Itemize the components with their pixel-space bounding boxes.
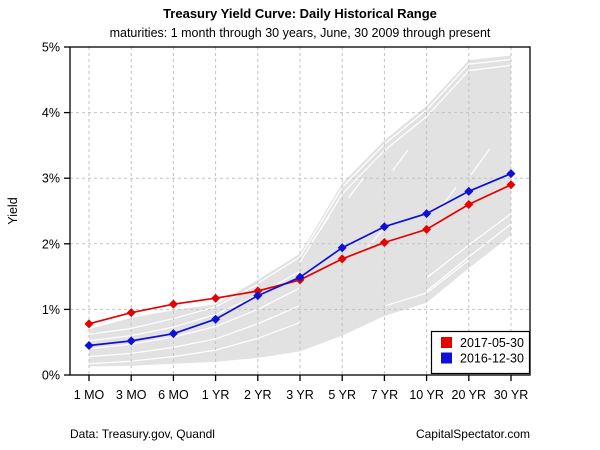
chart-subtitle: maturities: 1 month through 30 years, Ju… bbox=[109, 26, 491, 40]
x-tick-label: 30 YR bbox=[494, 388, 529, 402]
band-streak bbox=[88, 304, 301, 358]
x-tick-label: 10 YR bbox=[409, 388, 444, 402]
data-point-2017-05-30-6 MO bbox=[168, 299, 178, 309]
band-streak bbox=[348, 177, 364, 199]
band-streak bbox=[88, 270, 301, 342]
band-streak bbox=[312, 215, 330, 241]
x-tick-label: 2 YR bbox=[244, 388, 272, 402]
data-point-2016-12-30-10 YR bbox=[422, 209, 432, 219]
data-point-2017-05-30-20 YR bbox=[464, 199, 474, 209]
legend-item-2017-05-30: 2017-05-30 bbox=[441, 336, 524, 350]
data-point-2017-05-30-10 YR bbox=[422, 224, 432, 234]
data-point-2016-12-30-2 YR bbox=[253, 291, 263, 301]
x-tick-label: 6 MO bbox=[158, 388, 189, 402]
band-streak bbox=[367, 230, 383, 248]
x-tick-label: 20 YR bbox=[452, 388, 487, 402]
data-point-2016-12-30-5 YR bbox=[337, 243, 347, 253]
data-point-2016-12-30-3 YR bbox=[295, 272, 305, 282]
y-tick-label: 2% bbox=[42, 237, 60, 251]
y-tick-label: 1% bbox=[42, 303, 60, 317]
x-tick-label: 5 YR bbox=[328, 388, 356, 402]
band-streak bbox=[470, 148, 491, 176]
legend-swatch-2017-05-30 bbox=[441, 337, 452, 348]
gridlines bbox=[70, 47, 530, 375]
chart-title: Treasury Yield Curve: Daily Historical R… bbox=[163, 6, 437, 21]
data-point-2016-12-30-30 YR bbox=[506, 169, 516, 179]
x-tick-label: 1 MO bbox=[74, 388, 105, 402]
y-axis-title: Yield bbox=[6, 197, 20, 224]
band-streak bbox=[299, 64, 512, 263]
x-tick-label: 1 YR bbox=[202, 388, 230, 402]
data-point-2017-05-30-30 YR bbox=[506, 180, 516, 190]
data-point-2016-12-30-3 MO bbox=[126, 336, 136, 346]
series-2016-12-30 bbox=[84, 169, 516, 350]
y-tick-label: 5% bbox=[42, 41, 60, 55]
data-point-2016-12-30-7 YR bbox=[379, 222, 389, 232]
legend-label-2017-05-30: 2017-05-30 bbox=[460, 336, 524, 350]
y-tick-label: 0% bbox=[42, 369, 60, 383]
data-point-2017-05-30-7 YR bbox=[379, 237, 389, 247]
band-streak bbox=[392, 150, 409, 171]
data-point-2017-05-30-5 YR bbox=[337, 254, 347, 264]
data-source-credit: Data: Treasury.gov, Quandl bbox=[70, 427, 215, 441]
legend-swatch-2016-12-30 bbox=[441, 352, 452, 364]
data-point-2017-05-30-2 YR bbox=[253, 286, 263, 296]
data-point-2016-12-30-20 YR bbox=[464, 186, 474, 196]
band-streak bbox=[88, 287, 301, 350]
band-streaks bbox=[88, 58, 512, 365]
y-tick-label: 3% bbox=[42, 172, 60, 186]
legend-item-2016-12-30: 2016-12-30 bbox=[441, 351, 524, 365]
data-point-2017-05-30-1 YR bbox=[211, 293, 221, 303]
data-point-2017-05-30-1 MO bbox=[84, 319, 94, 329]
legend-label-2016-12-30: 2016-12-30 bbox=[460, 351, 524, 365]
x-tick-label: 3 MO bbox=[116, 388, 147, 402]
data-point-2016-12-30-6 MO bbox=[168, 329, 178, 339]
band-streak bbox=[88, 321, 301, 365]
site-credit: CapitalSpectator.com bbox=[415, 427, 530, 441]
axes: 0% 1% 2% 3% 4% 5% 1 MO 3 MO 6 MO 1 YR 2 YR 3 YR 5 YR… bbox=[42, 41, 528, 403]
x-tick-label: 7 YR bbox=[371, 388, 399, 402]
band-streak bbox=[426, 223, 512, 292]
y-tick-label: 4% bbox=[42, 106, 60, 120]
data-point-2017-05-30-3 MO bbox=[126, 308, 136, 318]
x-tick-label: 3 YR bbox=[286, 388, 314, 402]
data-point-2016-12-30-1 MO bbox=[84, 340, 94, 350]
data-point-2016-12-30-1 YR bbox=[211, 314, 221, 324]
